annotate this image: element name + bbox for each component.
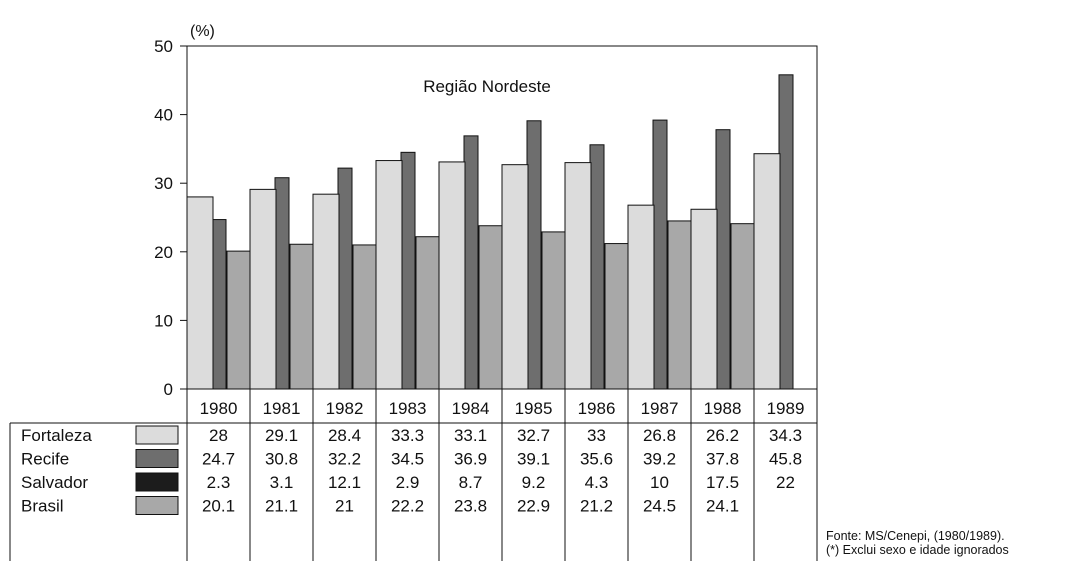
bar-brasil-1983 xyxy=(415,236,440,390)
y-tick-label: 10 xyxy=(154,311,173,330)
bar-fortaleza-1985 xyxy=(501,164,529,390)
data-label: 26.8 xyxy=(643,426,676,445)
bar-brasil-1982 xyxy=(352,244,377,390)
data-label: 28 xyxy=(209,426,228,445)
data-label: 33.3 xyxy=(391,426,424,445)
legend-swatch-recife xyxy=(135,449,179,468)
bar-fortaleza-1983 xyxy=(375,160,403,390)
bar-recife-1982 xyxy=(337,167,353,390)
data-label: 24.7 xyxy=(202,449,235,468)
legend-swatch-fortaleza xyxy=(135,425,179,445)
x-tick-label: 1988 xyxy=(704,399,742,418)
exclusion-note: (*) Exclui sexo e idade ignorados xyxy=(826,543,1009,557)
data-label: 36.9 xyxy=(454,449,487,468)
x-tick-label: 1987 xyxy=(641,399,679,418)
bar-recife-1989 xyxy=(778,74,794,390)
data-label: 28.4 xyxy=(328,426,361,445)
data-label: 22.2 xyxy=(391,496,424,515)
bar-brasil-1988 xyxy=(730,223,755,390)
data-label: 3.1 xyxy=(270,473,294,492)
x-tick-label: 1982 xyxy=(326,399,364,418)
data-label: 23.8 xyxy=(454,496,487,515)
chart-title: Região Nordeste xyxy=(423,77,551,96)
x-tick-label: 1986 xyxy=(578,399,616,418)
legend-label-brasil: Brasil xyxy=(21,496,64,515)
bar-fortaleza-1987 xyxy=(627,204,655,390)
bar-brasil-1980 xyxy=(226,250,251,390)
y-tick-label: 30 xyxy=(154,174,173,193)
legend-swatch-salvador xyxy=(135,472,179,492)
bar-fortaleza-1988 xyxy=(690,208,718,390)
bar-fortaleza-1986 xyxy=(564,162,592,390)
data-label: 30.8 xyxy=(265,449,298,468)
bar-recife-1986 xyxy=(589,144,605,390)
bar-recife-1987 xyxy=(652,119,668,390)
bar-fortaleza-1984 xyxy=(438,161,466,390)
legend-label-recife: Recife xyxy=(21,449,69,468)
data-label: 34.3 xyxy=(769,426,802,445)
bar-recife-1981 xyxy=(274,177,290,390)
data-label: 24.1 xyxy=(706,496,739,515)
bar-recife-1980 xyxy=(211,219,227,390)
bar-recife-1988 xyxy=(715,129,731,390)
legend-label-fortaleza: Fortaleza xyxy=(21,426,92,445)
legend-swatch-brasil xyxy=(135,496,179,515)
data-label: 21 xyxy=(335,496,354,515)
data-label: 33.1 xyxy=(454,426,487,445)
data-table: 1980 1981 1982 1983 1984 1985 1986 1987 1988 1989… xyxy=(9,389,818,561)
data-label: 9.2 xyxy=(522,473,546,492)
data-label: 32.2 xyxy=(328,449,361,468)
data-label: 39.1 xyxy=(517,449,550,468)
data-label: 2.3 xyxy=(207,473,231,492)
x-tick-label: 1981 xyxy=(263,399,301,418)
bar-brasil-1981 xyxy=(289,243,314,390)
bar-brasil-1987 xyxy=(667,220,692,390)
bar-fortaleza-1982 xyxy=(312,193,340,390)
bar-recife-1984 xyxy=(463,135,479,390)
data-label: 37.8 xyxy=(706,449,739,468)
data-label: 8.7 xyxy=(459,473,483,492)
data-label: 10 xyxy=(650,473,669,492)
bar-brasil-1984 xyxy=(478,225,503,390)
data-label: 22.9 xyxy=(517,496,550,515)
data-label: 34.5 xyxy=(391,449,424,468)
data-label: 33 xyxy=(587,426,606,445)
data-label: 4.3 xyxy=(585,473,609,492)
data-label: 39.2 xyxy=(643,449,676,468)
x-tick-label: 1985 xyxy=(515,399,553,418)
bar-fortaleza-1980 xyxy=(186,196,214,390)
data-label: 26.2 xyxy=(706,426,739,445)
data-label: 21.1 xyxy=(265,496,298,515)
y-tick-label: 40 xyxy=(154,106,173,125)
x-tick-label: 1989 xyxy=(767,399,805,418)
data-label: 12.1 xyxy=(328,473,361,492)
legend-label-salvador: Salvador xyxy=(21,473,88,492)
bar-brasil-1985 xyxy=(541,231,566,390)
data-label: 32.7 xyxy=(517,426,550,445)
data-label: 17.5 xyxy=(706,473,739,492)
chart-bars xyxy=(186,74,794,390)
bar-fortaleza-1989 xyxy=(753,153,781,390)
data-label: 22 xyxy=(776,473,795,492)
y-axis-label: (%) xyxy=(190,23,215,40)
data-label: 45.8 xyxy=(769,449,802,468)
data-label: 24.5 xyxy=(643,496,676,515)
y-tick-label: 20 xyxy=(154,243,173,262)
data-label: 29.1 xyxy=(265,426,298,445)
data-label: 35.6 xyxy=(580,449,613,468)
x-tick-label: 1983 xyxy=(389,399,427,418)
bar-fortaleza-1981 xyxy=(249,188,277,390)
y-tick-label: 50 xyxy=(154,37,173,56)
x-tick-label: 1980 xyxy=(200,399,238,418)
bar-brasil-1986 xyxy=(604,243,629,390)
y-tick-label: 0 xyxy=(164,380,173,399)
data-label: 20.1 xyxy=(202,496,235,515)
bar-recife-1985 xyxy=(526,120,542,390)
source-note: Fonte: MS/Cenepi, (1980/1989). xyxy=(826,529,1005,543)
data-label: 21.2 xyxy=(580,496,613,515)
data-label: 2.9 xyxy=(396,473,420,492)
x-tick-label: 1984 xyxy=(452,399,490,418)
bar-recife-1983 xyxy=(400,151,416,390)
